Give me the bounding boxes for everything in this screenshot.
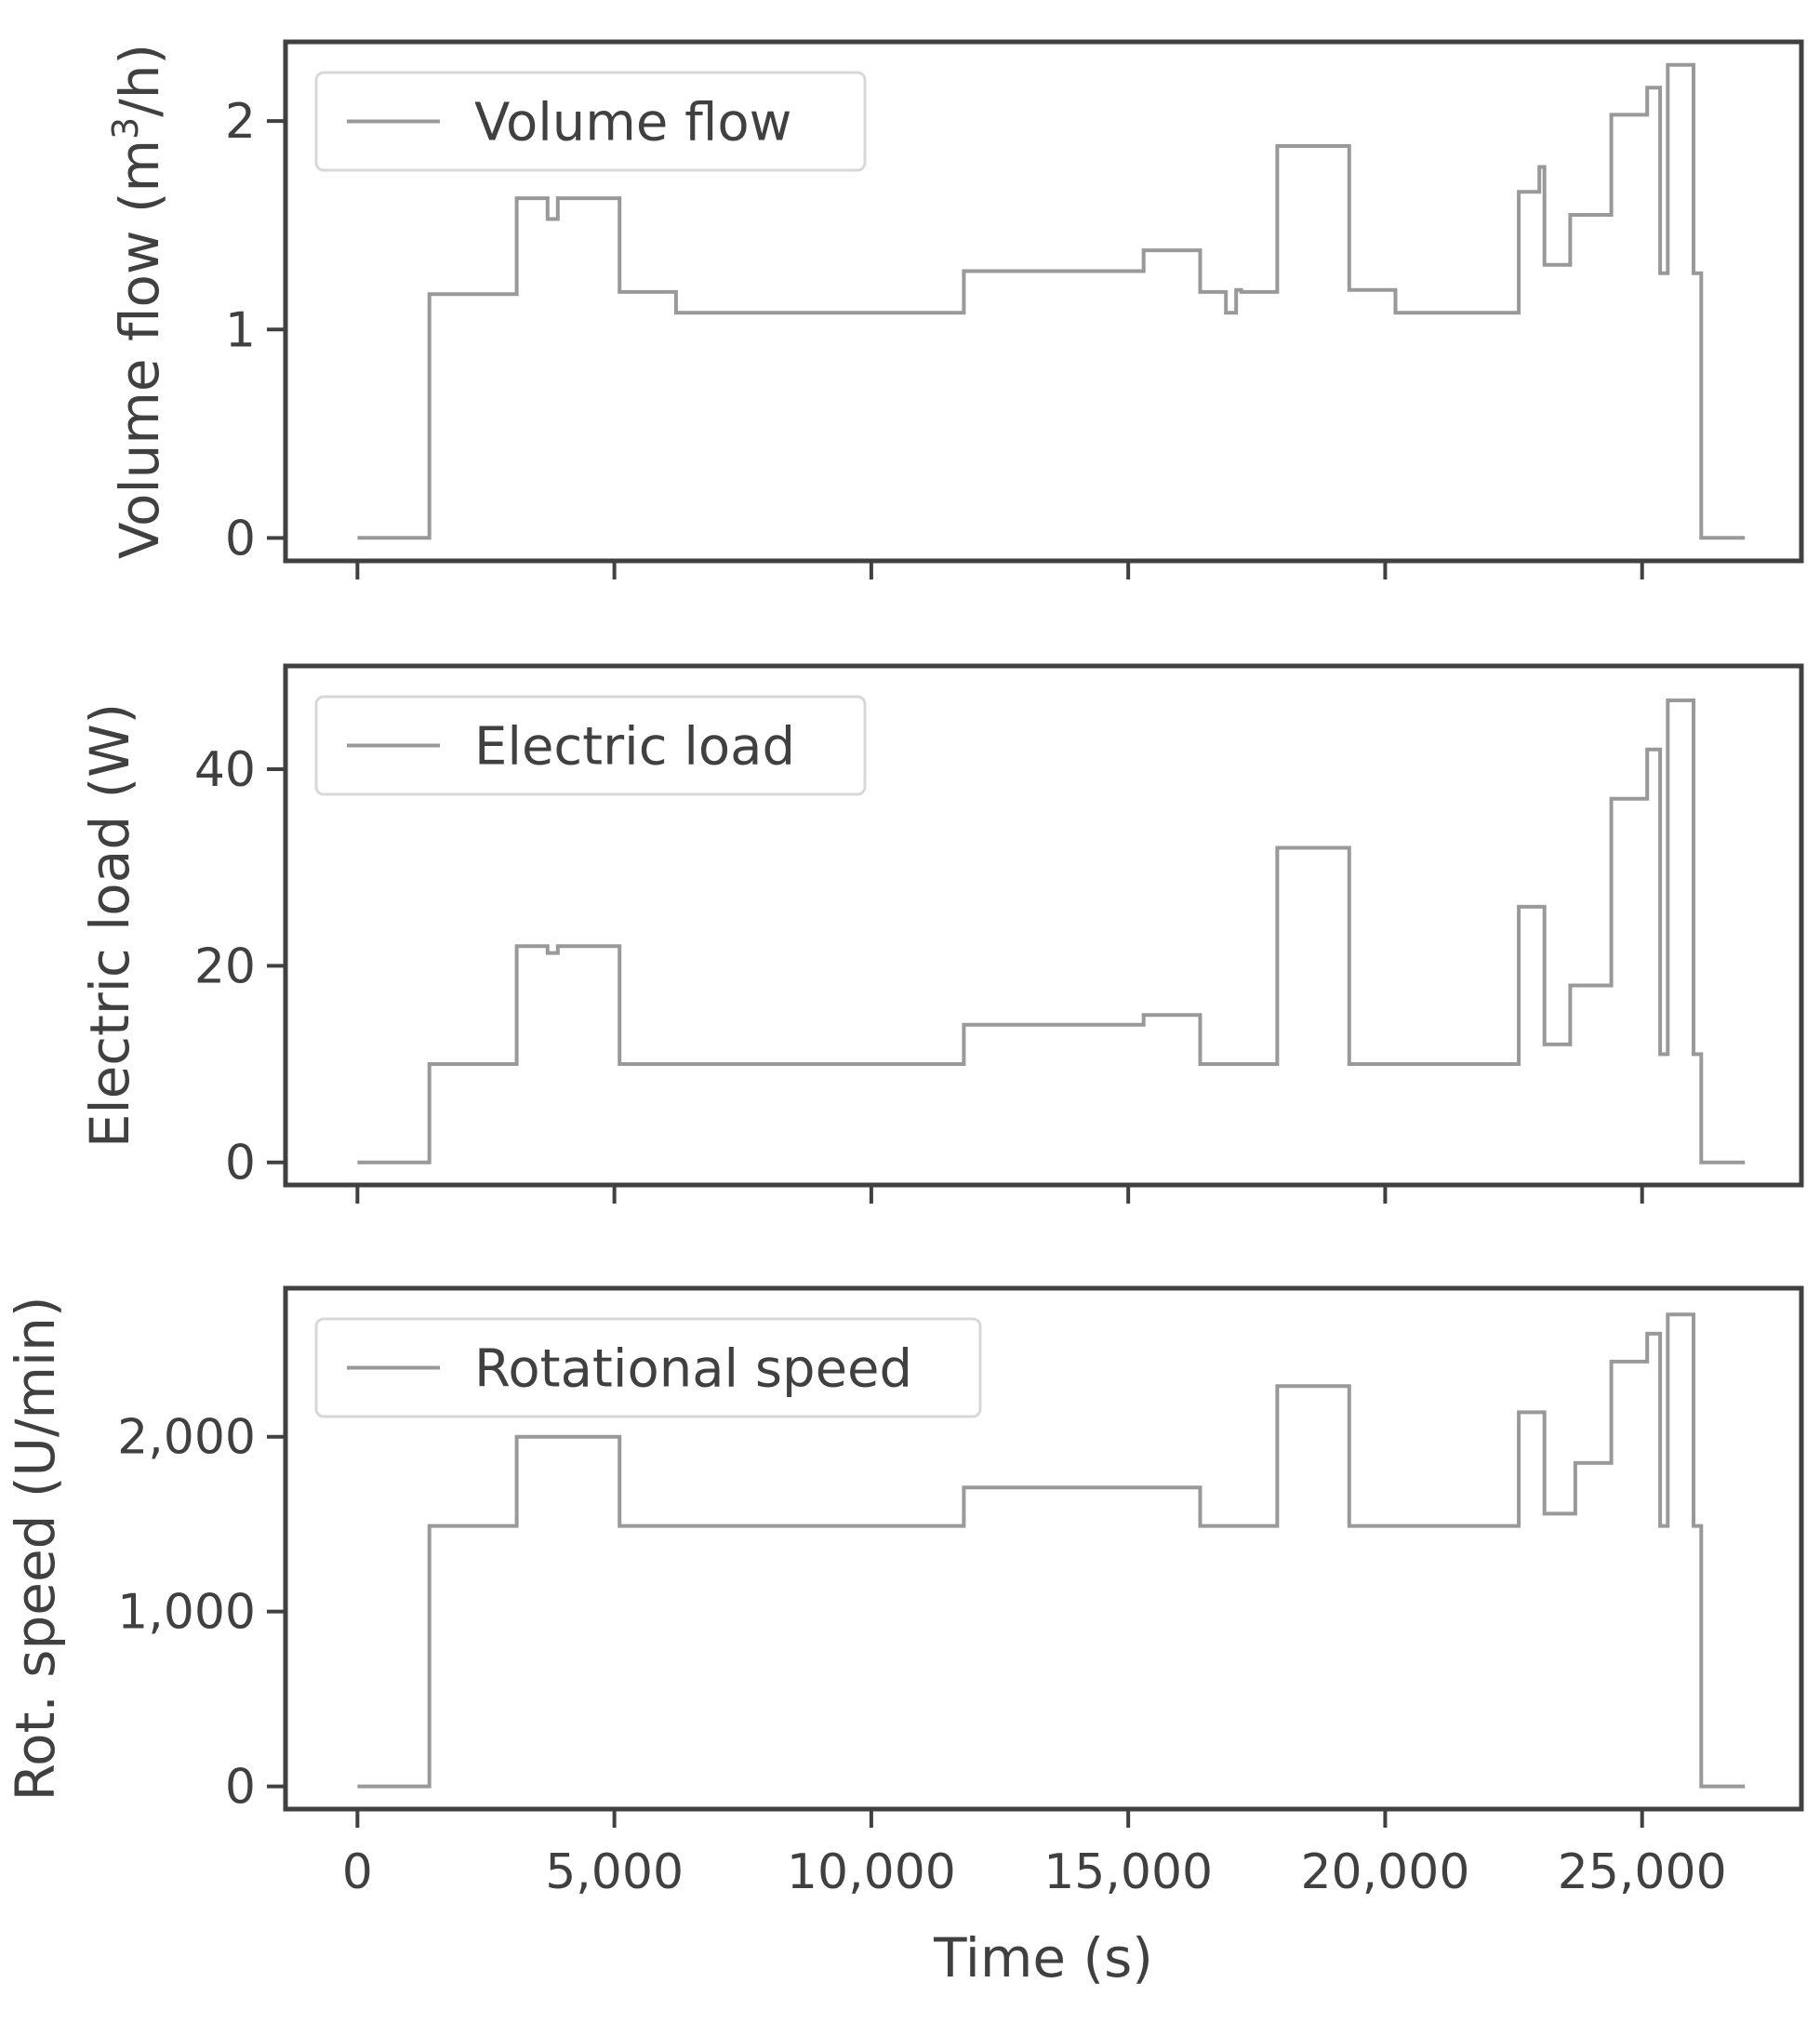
electric-load-ylabel: Electric load (W)	[78, 703, 141, 1148]
electric-load-legend: Electric load	[314, 695, 867, 796]
electric-load-legend-box	[314, 695, 867, 796]
rotational-speed-legend-box	[314, 1317, 982, 1418]
volume-flow-series-line	[357, 62, 1746, 540]
rotational-speed-axes-frame	[283, 1285, 1804, 1812]
volume-flow-ytick-label: 0	[225, 511, 256, 566]
volume-flow-legend-label: Volume flow	[474, 93, 791, 153]
rotational-speed-ytick-label: 2,000	[117, 1410, 256, 1466]
volume-flow-ytick-label: 1	[225, 302, 256, 358]
volume-flow-axes-frame	[283, 39, 1804, 564]
electric-load-axes-frame	[283, 663, 1804, 1188]
xtick-label: 20,000	[1300, 1844, 1469, 1900]
electric-load-ytick-label: 40	[194, 742, 256, 798]
panel-rotational-speed: 0 1,000 2,000 0 5,000 10,000 15,000 20,000 25,00…	[4, 1285, 1804, 1900]
rotational-speed-ytick-label: 0	[225, 1760, 256, 1816]
rotational-speed-legend: Rotational speed	[314, 1317, 982, 1418]
rotational-speed-series-line	[357, 1312, 1746, 1789]
xtick-label: 5,000	[545, 1844, 684, 1900]
electric-load-ytick-label: 20	[194, 938, 256, 994]
xlabel: Time (s)	[933, 1926, 1153, 1990]
rotational-speed-ylabel: Rot. speed (U/min)	[4, 1296, 67, 1801]
panel-electric-load: 0 20 40 Electric load (W) Electric load	[78, 663, 1804, 1204]
volume-flow-legend: Volume flow	[314, 71, 867, 172]
rotational-speed-ytick-label: 1,000	[117, 1585, 256, 1641]
volume-flow-legend-box	[314, 71, 867, 172]
xtick-label: 15,000	[1043, 1844, 1213, 1900]
xtick-label: 25,000	[1558, 1844, 1727, 1900]
panel-volume-flow: 0 1 2 Volume flow (m3/h) Volume flow	[105, 39, 1804, 579]
rotational-speed-legend-label: Rotational speed	[474, 1339, 912, 1400]
electric-load-legend-label: Electric load	[474, 717, 795, 778]
xtick-label: 10,000	[787, 1844, 956, 1900]
volume-flow-ytick-label: 2	[225, 94, 256, 150]
xtick-label: 0	[342, 1844, 373, 1900]
volume-flow-ylabel: Volume flow (m3/h)	[105, 44, 171, 559]
electric-load-series-line	[357, 699, 1746, 1165]
electric-load-ytick-label: 0	[225, 1136, 256, 1191]
